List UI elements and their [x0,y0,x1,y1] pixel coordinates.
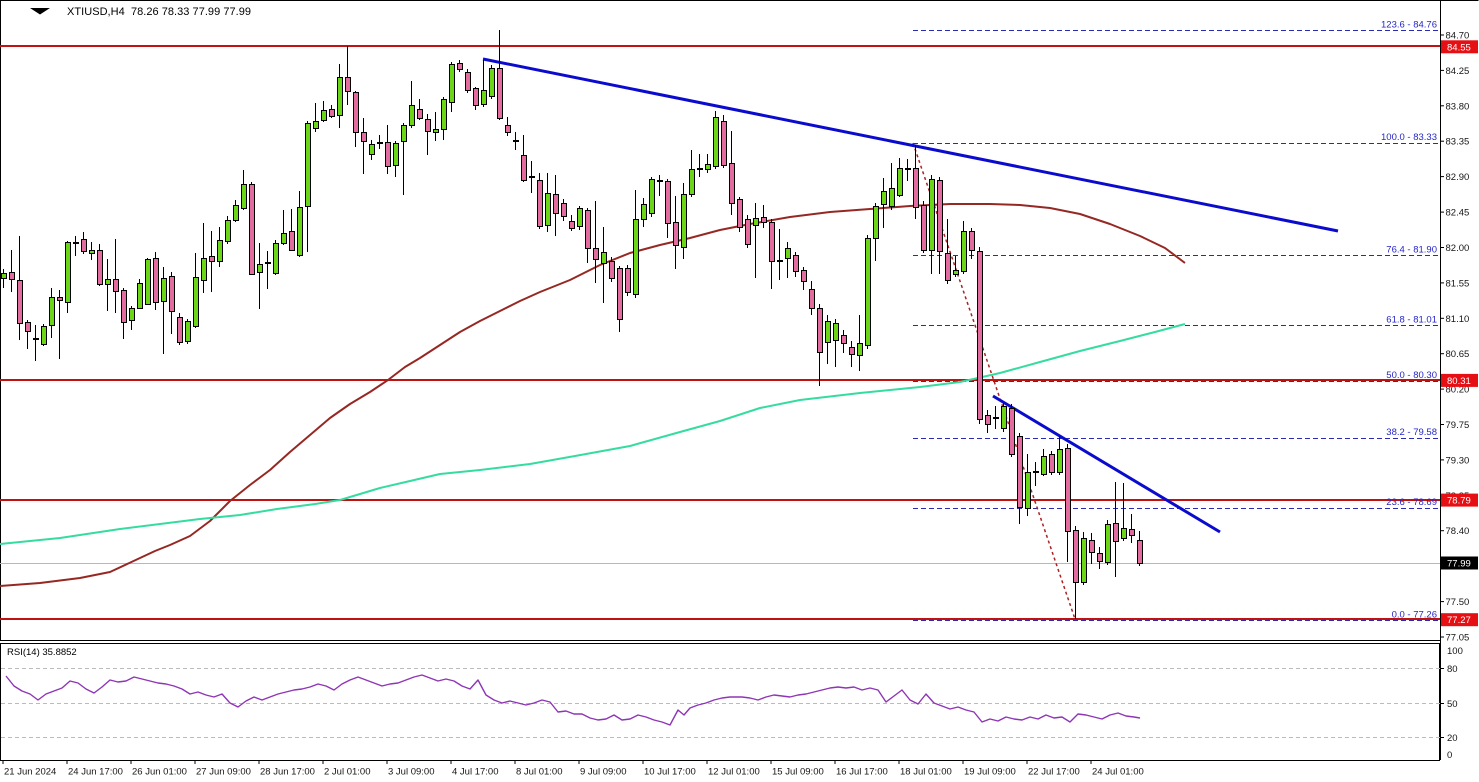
svg-text:26 Jun 01:00: 26 Jun 01:00 [132,767,187,778]
svg-text:RSI(14) 35.8852: RSI(14) 35.8852 [7,647,77,658]
svg-text:77.05: 77.05 [1446,633,1470,644]
svg-text:21 Jun 2024: 21 Jun 2024 [4,767,56,778]
svg-text:77.99: 77.99 [1447,559,1471,570]
svg-text:84.25: 84.25 [1446,66,1470,77]
svg-text:100: 100 [1447,646,1463,657]
svg-text:80.20: 80.20 [1446,385,1470,396]
svg-text:76.4 - 81.90: 76.4 - 81.90 [1386,244,1437,255]
svg-text:24 Jun 17:00: 24 Jun 17:00 [68,767,123,778]
svg-text:83.35: 83.35 [1446,137,1470,148]
svg-text:84.55: 84.55 [1447,42,1471,53]
svg-text:18 Jul 01:00: 18 Jul 01:00 [900,767,952,778]
svg-text:4 Jul 17:00: 4 Jul 17:00 [452,767,498,778]
svg-text:81.55: 81.55 [1446,278,1470,289]
svg-text:79.75: 79.75 [1446,420,1470,431]
svg-text:83.80: 83.80 [1446,101,1470,112]
svg-text:61.8 - 81.01: 61.8 - 81.01 [1386,314,1437,325]
svg-text:10 Jul 17:00: 10 Jul 17:00 [644,767,696,778]
svg-text:80: 80 [1447,664,1458,675]
svg-text:78.40: 78.40 [1446,526,1470,537]
svg-text:28 Jun 17:00: 28 Jun 17:00 [260,767,315,778]
svg-text:2 Jul 01:00: 2 Jul 01:00 [324,767,370,778]
svg-text:80.65: 80.65 [1446,349,1470,360]
svg-text:20: 20 [1447,733,1458,744]
svg-text:0: 0 [1447,750,1452,761]
svg-text:9 Jul 09:00: 9 Jul 09:00 [580,767,626,778]
svg-text:78.79: 78.79 [1447,496,1471,507]
svg-text:81.10: 81.10 [1446,314,1470,325]
svg-text:24 Jul 01:00: 24 Jul 01:00 [1092,767,1144,778]
svg-text:84.70: 84.70 [1446,31,1470,42]
svg-text:22 Jul 17:00: 22 Jul 17:00 [1028,767,1080,778]
svg-text:50: 50 [1447,699,1458,710]
svg-text:77.27: 77.27 [1447,615,1471,626]
svg-text:79.30: 79.30 [1446,455,1470,466]
svg-text:100.0 - 83.33: 100.0 - 83.33 [1381,132,1437,143]
svg-text:38.2 - 79.58: 38.2 - 79.58 [1386,427,1437,438]
svg-text:27 Jun 09:00: 27 Jun 09:00 [196,767,251,778]
svg-text:15 Jul 09:00: 15 Jul 09:00 [772,767,824,778]
svg-text:3 Jul 09:00: 3 Jul 09:00 [388,767,434,778]
svg-text:16 Jul 17:00: 16 Jul 17:00 [836,767,888,778]
svg-text:8 Jul 01:00: 8 Jul 01:00 [516,767,562,778]
svg-text:50.0 - 80.30: 50.0 - 80.30 [1386,370,1437,381]
svg-text:XTIUSD,H4 78.26 78.33 77.99 7: XTIUSD,H4 78.26 78.33 77.99 77.99 [67,6,251,18]
svg-text:19 Jul 09:00: 19 Jul 09:00 [964,767,1016,778]
svg-text:80.31: 80.31 [1447,376,1471,387]
svg-text:23.6 - 78.69: 23.6 - 78.69 [1386,497,1437,508]
svg-text:123.6 - 84.76: 123.6 - 84.76 [1381,19,1437,30]
svg-text:82.45: 82.45 [1446,208,1470,219]
svg-text:77.50: 77.50 [1446,597,1470,608]
svg-text:12 Jul 01:00: 12 Jul 01:00 [708,767,760,778]
svg-text:0.0 - 77.26: 0.0 - 77.26 [1392,610,1437,621]
svg-text:82.90: 82.90 [1446,172,1470,183]
svg-text:82.00: 82.00 [1446,243,1470,254]
